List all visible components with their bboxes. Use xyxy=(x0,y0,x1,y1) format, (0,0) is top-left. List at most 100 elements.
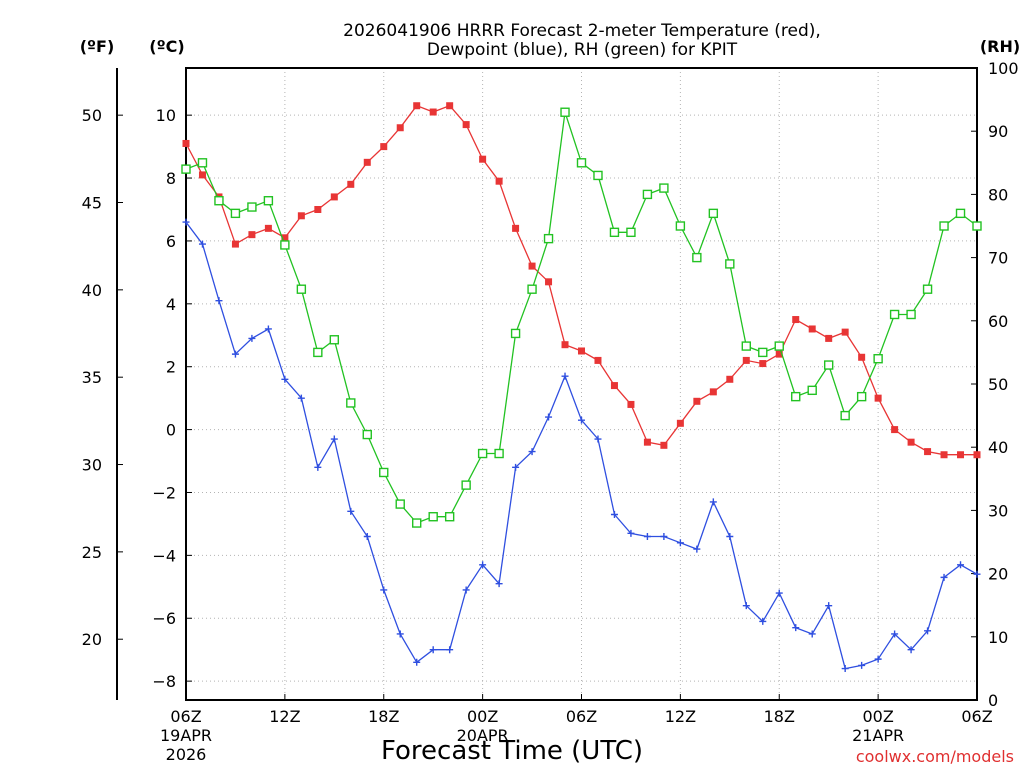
temperature-c-point xyxy=(446,102,454,110)
dewpoint-c-point xyxy=(462,586,470,594)
temperature-c-point xyxy=(297,212,305,220)
rh-point xyxy=(972,221,982,231)
temperature-c-point xyxy=(363,158,371,166)
rh-point xyxy=(296,284,307,294)
fahrenheit-unit-label: (ºF) xyxy=(80,37,115,56)
rh-point xyxy=(329,335,340,345)
temperature-c-point xyxy=(907,438,915,446)
dewpoint-c-point xyxy=(495,580,503,588)
temperature-c-point xyxy=(792,316,800,324)
rh-point xyxy=(527,284,537,294)
rh-point xyxy=(626,227,636,238)
temperature-c-point xyxy=(561,341,569,349)
dewpoint-c-point xyxy=(594,435,602,443)
dewpoint-c-point xyxy=(248,334,256,342)
temperature-c-point xyxy=(973,451,981,459)
dewpoint-c-point xyxy=(907,646,915,654)
celsius-tick-label: 8 xyxy=(166,169,176,188)
temperature-c-point xyxy=(380,143,388,151)
rh-point xyxy=(939,221,949,231)
dewpoint-c-point xyxy=(363,532,371,540)
dewpoint-c-point xyxy=(825,602,833,610)
rh-point xyxy=(774,341,784,351)
dewpoint-c-point xyxy=(775,589,783,597)
temperature-c-point xyxy=(330,193,338,201)
x-tick-label: 06Z xyxy=(961,707,992,726)
temperature-c-point xyxy=(462,121,470,129)
temperature-c-point xyxy=(709,388,717,396)
temperature-c-point xyxy=(891,426,899,434)
rh-point xyxy=(247,202,257,212)
dewpoint-c-point xyxy=(314,463,322,471)
temperature-c-point xyxy=(264,224,272,232)
x-tick-label: 18Z xyxy=(368,707,399,726)
fahrenheit-tick-label: 25 xyxy=(82,543,102,562)
dewpoint-c-point xyxy=(610,510,618,518)
rh-point xyxy=(181,164,191,174)
rh-point xyxy=(856,391,867,402)
rh-point xyxy=(659,183,669,193)
rh-point xyxy=(494,448,504,459)
x-tick-label: 21APR xyxy=(852,726,904,745)
rh-tick-label: 0 xyxy=(988,691,998,710)
temperature-c-point xyxy=(347,180,355,188)
celsius-tick-label: 6 xyxy=(166,232,176,251)
labels-layer: 2026041906 HRRR Forecast 2-meter Tempera… xyxy=(80,21,1020,766)
temperature-c-point xyxy=(248,231,256,239)
dewpoint-c-point xyxy=(858,661,866,669)
rh-tick-label: 20 xyxy=(988,565,1008,584)
dewpoint-c-point xyxy=(231,350,239,358)
series-layer xyxy=(181,102,982,673)
fahrenheit-tick-label: 20 xyxy=(82,630,102,649)
rh-point xyxy=(560,107,570,117)
dewpoint-c-point xyxy=(429,646,437,654)
dewpoint-c-point xyxy=(281,375,289,383)
dewpoint-c-point xyxy=(561,372,569,380)
x-tick-label: 12Z xyxy=(269,707,300,726)
temperature-c-point xyxy=(231,240,239,248)
x-tick-label: 06Z xyxy=(170,707,201,726)
rh-point xyxy=(313,347,323,358)
x-tick-label: 06Z xyxy=(566,707,597,726)
dewpoint-c-point xyxy=(264,325,272,333)
temperature-c-point xyxy=(413,102,421,110)
celsius-tick-label: 2 xyxy=(166,358,176,377)
rh-point xyxy=(741,341,751,351)
celsius-tick-label: −2 xyxy=(152,483,176,502)
dewpoint-c-point xyxy=(891,630,899,638)
dewpoint-c-point xyxy=(330,435,338,443)
rh-point xyxy=(412,518,422,528)
dewpoint-c-point xyxy=(215,297,223,305)
temperature-c-point xyxy=(924,448,932,456)
dewpoint-c-point xyxy=(380,586,388,594)
dewpoint-c-point xyxy=(578,416,585,424)
dewpoint-c-point xyxy=(545,413,553,421)
fahrenheit-tick-label: 45 xyxy=(82,194,102,213)
dewpoint-c-point xyxy=(347,507,355,515)
x-tick-label: 20APR xyxy=(457,726,509,745)
dewpoint-c-point xyxy=(413,658,421,666)
temperature-c-point xyxy=(182,139,190,147)
dewpoint-c-point xyxy=(874,655,882,663)
dewpoint-c-point xyxy=(528,448,536,456)
rh-tick-label: 50 xyxy=(988,375,1008,394)
rh-point xyxy=(725,259,735,269)
rh-point xyxy=(230,208,241,219)
rh-point xyxy=(214,196,224,206)
celsius-tick-label: −4 xyxy=(152,546,176,565)
rh-point xyxy=(906,309,916,320)
grid xyxy=(186,68,977,700)
rh-tick-label: 70 xyxy=(988,249,1008,268)
temperature-c-point xyxy=(610,382,618,390)
rh-point xyxy=(263,196,274,206)
dewpoint-c-point xyxy=(973,570,981,578)
rh-point xyxy=(428,512,438,522)
rh-point xyxy=(708,208,719,219)
temperature-c-point xyxy=(545,278,553,286)
temperature-c-point xyxy=(841,328,849,336)
dewpoint-c-point xyxy=(182,218,190,226)
temperature-c-point xyxy=(198,171,206,179)
dewpoint-c-point xyxy=(792,624,800,632)
axes xyxy=(116,67,978,701)
